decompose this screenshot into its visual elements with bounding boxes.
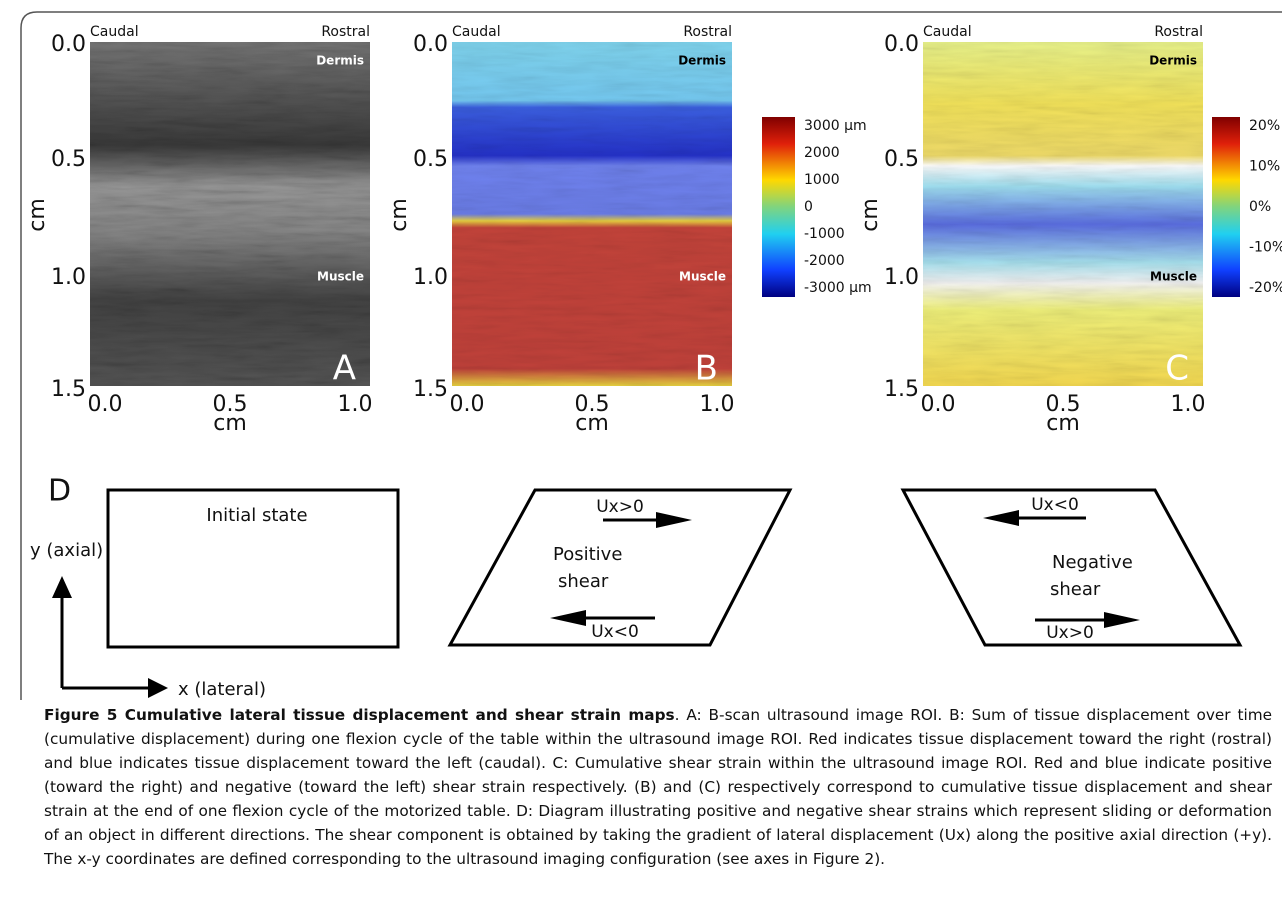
colorbar: [762, 117, 795, 297]
panel-letter: C: [1165, 349, 1189, 389]
arrow-head: [656, 512, 692, 528]
y-axis-label: cm: [858, 198, 883, 232]
x-axis-label: cm: [575, 411, 609, 436]
image-texture: [452, 42, 732, 386]
x-tick-label: 1.0: [338, 392, 373, 417]
y-tick-label: 1.0: [413, 265, 448, 290]
positive-shear-shape: [447, 488, 793, 647]
y-tick-label: 0.5: [413, 147, 448, 172]
y-axis-label: cm: [25, 198, 50, 232]
arrow-head: [983, 510, 1019, 526]
y-tick-label: 0.0: [884, 32, 919, 57]
y-tick-label: 1.5: [884, 377, 919, 402]
panel-letter: D: [48, 474, 71, 509]
dermis-label: Dermis: [316, 54, 364, 68]
image-texture: [923, 42, 1203, 386]
figure-frame: [20, 11, 1282, 700]
panel-letter: B: [695, 349, 718, 389]
x-tick-label: 1.0: [1171, 392, 1206, 417]
colorbar-label: 1000: [804, 172, 840, 188]
rostral-label: Rostral: [1154, 24, 1203, 40]
y-tick-label: 0.5: [51, 147, 86, 172]
figure: Caudal Rostral Dermis Muscle A 0.0 0.5 1.0 1.5 cm…: [20, 11, 1282, 700]
x-tick-label: 0.5: [575, 392, 610, 417]
shear-label: shear: [1050, 579, 1101, 600]
dermis-label: Dermis: [1149, 54, 1197, 68]
colorbar-label: -2000: [804, 253, 845, 269]
y-axis-caption: y (axial): [30, 540, 103, 561]
ux-label: Ux>0: [596, 497, 644, 517]
x-axis-label: cm: [1046, 411, 1080, 436]
muscle-label: Muscle: [1150, 270, 1197, 284]
colorbar-label: 0%: [1249, 199, 1271, 215]
x-axis-caption: x (lateral): [178, 679, 266, 700]
x-tick-label: 0.0: [88, 392, 123, 417]
x-axis-label: cm: [213, 411, 247, 436]
colorbar-label: -3000 µm: [804, 280, 872, 296]
y-tick-label: 1.0: [884, 265, 919, 290]
panel-letter: A: [333, 349, 356, 389]
image-texture: [90, 42, 370, 386]
y-tick-label: 0.0: [51, 32, 86, 57]
caption-title: Figure 5 Cumulative lateral tissue displ…: [44, 706, 675, 724]
y-tick-label: 1.5: [51, 377, 86, 402]
arrow-head: [550, 610, 586, 626]
x-tick-label: 0.0: [450, 392, 485, 417]
x-tick-label: 1.0: [700, 392, 735, 417]
negative-shear-shape: [900, 488, 1243, 647]
rostral-label: Rostral: [321, 24, 370, 40]
initial-box: [106, 488, 400, 649]
axis-arrows: [60, 595, 150, 690]
colorbar-label: 0: [804, 199, 813, 215]
shear-label: Negative: [1052, 552, 1133, 573]
arrow-head: [1104, 612, 1140, 628]
caption-text: . A: B-scan ultrasound image ROI. B: Sum…: [44, 706, 1273, 868]
y-tick-label: 1.0: [51, 265, 86, 290]
colorbar-label: 2000: [804, 145, 840, 161]
muscle-label: Muscle: [317, 270, 364, 284]
x-tick-label: 0.5: [213, 392, 248, 417]
rostral-label: Rostral: [683, 24, 732, 40]
caudal-label: Caudal: [90, 24, 139, 40]
y-axis-label: cm: [387, 198, 412, 232]
caudal-label: Caudal: [923, 24, 972, 40]
y-tick-label: 1.5: [413, 377, 448, 402]
colorbar: [1212, 117, 1240, 297]
y-tick-label: 0.0: [413, 32, 448, 57]
muscle-label: Muscle: [679, 270, 726, 284]
colorbar-label: -20%: [1249, 280, 1282, 296]
shear-label: shear: [558, 571, 609, 592]
ux-label: Ux<0: [1031, 495, 1079, 515]
caption: Figure 5 Cumulative lateral tissue displ…: [44, 703, 1272, 871]
ux-label: Ux>0: [1046, 623, 1094, 643]
colorbar-label: 10%: [1249, 159, 1280, 175]
ux-label: Ux<0: [591, 622, 639, 642]
x-tick-label: 0.0: [921, 392, 956, 417]
shear-label: Positive: [553, 544, 622, 565]
x-tick-label: 0.5: [1046, 392, 1081, 417]
arrow-head: [52, 576, 168, 698]
colorbar-label: -10%: [1249, 240, 1282, 256]
caudal-label: Caudal: [452, 24, 501, 40]
colorbar-label: -1000: [804, 226, 845, 242]
colorbar-label: 20%: [1249, 118, 1280, 134]
y-tick-label: 0.5: [884, 147, 919, 172]
colorbar-label: 3000 µm: [804, 118, 867, 134]
initial-label: Initial state: [206, 505, 307, 526]
dermis-label: Dermis: [678, 54, 726, 68]
